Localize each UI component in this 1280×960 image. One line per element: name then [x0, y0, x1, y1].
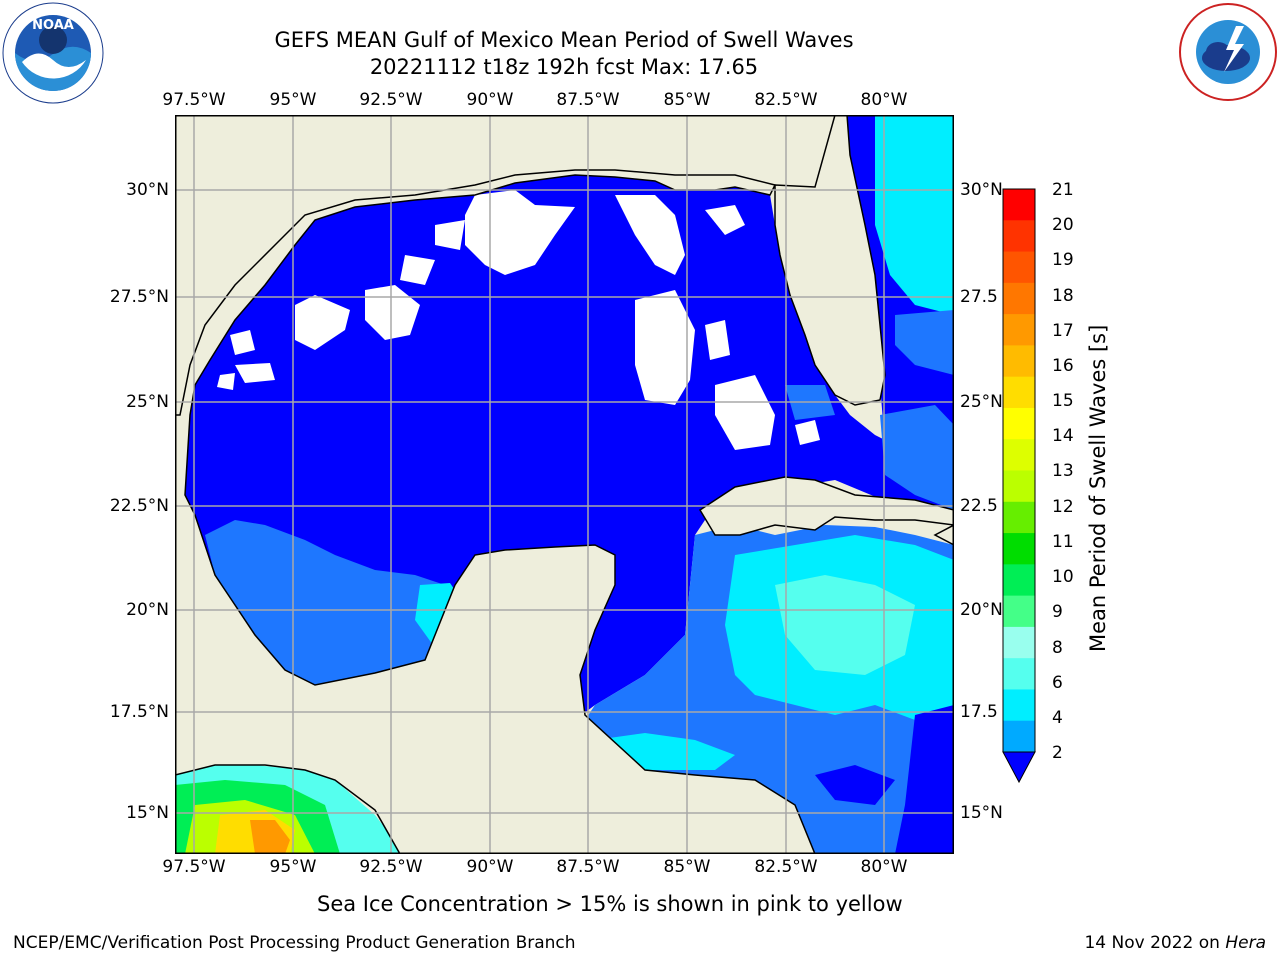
colorbar-segment: [1003, 407, 1035, 440]
colorbar-tick: 20: [1052, 215, 1074, 235]
lat-tick-left: 20°N: [126, 600, 169, 620]
colorbar-segment: [1003, 439, 1035, 471]
lon-tick-top: 87.5°W: [556, 90, 620, 110]
colorbar-segment: [1003, 501, 1035, 534]
colorbar-segment: [1003, 658, 1035, 690]
map-frame: [175, 115, 954, 854]
lon-tick-top: 80°W: [860, 90, 908, 110]
lon-tick-bottom: 97.5°W: [162, 857, 226, 877]
colorbar-extend-arrow: [1002, 751, 1036, 784]
lat-tick-left: 27.5°N: [109, 287, 169, 307]
colorbar-segments: [1003, 189, 1035, 753]
colorbar-segment: [1003, 376, 1035, 409]
lat-tick-right: 22.5: [960, 496, 998, 516]
caribbean-blue-patch: [815, 765, 895, 805]
footer-host: Hera: [1225, 933, 1266, 953]
lon-tick-bottom: 92.5°W: [359, 857, 423, 877]
atlantic-midblue-patch: [895, 310, 954, 375]
colorbar-segment: [1003, 282, 1035, 315]
map-subtitle: 20221112 t18z 192h fcst Max: 17.65: [369, 55, 759, 79]
colorbar-tick: 11: [1052, 532, 1074, 552]
colorbar-tick: 19: [1052, 250, 1074, 270]
lat-tick-right: 20°N: [960, 600, 1003, 620]
pacific-orange-patch: [250, 820, 290, 854]
lat-tick-left: 17.5°N: [109, 702, 169, 722]
colorbar-segment: [1003, 189, 1035, 221]
colorbar: [1002, 188, 1036, 784]
campeche-swell-field: [205, 520, 465, 685]
lon-tick-bottom: 95°W: [269, 857, 317, 877]
lat-tick-left: 15°N: [126, 803, 169, 823]
ice-note: Sea Ice Concentration > 15% is shown in …: [317, 892, 903, 916]
colorbar-tick: 18: [1052, 286, 1074, 306]
colorbar-tick: 16: [1052, 356, 1074, 376]
lat-tick-right: 30°N: [960, 180, 1003, 200]
atlantic-cyan-patch: [875, 115, 954, 315]
colorbar-segment: [1003, 470, 1035, 503]
colorbar-segment: [1003, 689, 1035, 722]
lon-tick-top: 82.5°W: [754, 90, 818, 110]
colorbar-tick: 2: [1052, 743, 1063, 763]
noaa-logo-text: NOAA: [32, 18, 74, 33]
colorbar-tick: 12: [1052, 497, 1074, 517]
colorbar-segment: [1003, 720, 1035, 753]
colorbar-tick: 15: [1052, 391, 1074, 411]
lat-tick-right: 17.5: [960, 702, 998, 722]
caribbean-lightcyan-patch: [775, 575, 915, 675]
colorbar-tick: 4: [1052, 708, 1063, 728]
lon-tick-top: 90°W: [466, 90, 514, 110]
lat-tick-right: 27.5: [960, 287, 998, 307]
colorbar-tick: 13: [1052, 461, 1074, 481]
lon-tick-bottom: 90°W: [466, 857, 514, 877]
colorbar-segment: [1003, 251, 1035, 284]
colorbar-tick: 6: [1052, 673, 1063, 693]
gulf-map: [175, 115, 954, 854]
colorbar-frame: [1002, 188, 1036, 753]
footer-branch: NCEP/EMC/Verification Post Processing Pr…: [13, 933, 576, 953]
lon-tick-bottom: 85°W: [663, 857, 711, 877]
colorbar-segment: [1003, 626, 1035, 659]
map-title: GEFS MEAN Gulf of Mexico Mean Period of …: [274, 28, 854, 52]
bahamas-midblue-patch: [880, 405, 954, 510]
lat-tick-right: 15°N: [960, 803, 1003, 823]
colorbar-title: Mean Period of Swell Waves [s]: [1086, 324, 1110, 652]
lat-tick-left: 30°N: [126, 180, 169, 200]
colorbar-segment: [1003, 220, 1035, 253]
colorbar-segment: [1003, 345, 1035, 378]
colorbar-tick: 8: [1052, 638, 1063, 658]
graticule: [175, 115, 954, 854]
lat-tick-right: 25°N: [960, 392, 1003, 412]
lat-tick-left: 22.5°N: [109, 496, 169, 516]
lon-tick-top: 85°W: [663, 90, 711, 110]
lon-tick-bottom: 80°W: [860, 857, 908, 877]
colorbar-segment: [1003, 595, 1035, 628]
lon-tick-top: 97.5°W: [162, 90, 226, 110]
colorbar-tick: 21: [1052, 180, 1074, 200]
nws-logo: [1178, 2, 1278, 102]
colorbar-tick: 17: [1052, 321, 1074, 341]
footer-date: 14 Nov 2022 on Hera: [1084, 933, 1266, 953]
colorbar-tick: 14: [1052, 426, 1074, 446]
lon-tick-top: 95°W: [269, 90, 317, 110]
lon-tick-bottom: 82.5°W: [754, 857, 818, 877]
caribbean-east-blue: [895, 705, 954, 854]
colorbar-segment: [1003, 533, 1035, 565]
colorbar-segment: [1003, 564, 1035, 597]
colorbar-tick: 10: [1052, 567, 1074, 587]
lon-tick-top: 92.5°W: [359, 90, 423, 110]
footer-date-text: 14 Nov 2022 on: [1084, 933, 1226, 953]
noaa-logo: NOAA: [2, 2, 104, 104]
colorbar-segment: [1003, 314, 1035, 346]
colorbar-tick: 9: [1052, 602, 1063, 622]
lon-tick-bottom: 87.5°W: [556, 857, 620, 877]
lat-tick-left: 25°N: [126, 392, 169, 412]
